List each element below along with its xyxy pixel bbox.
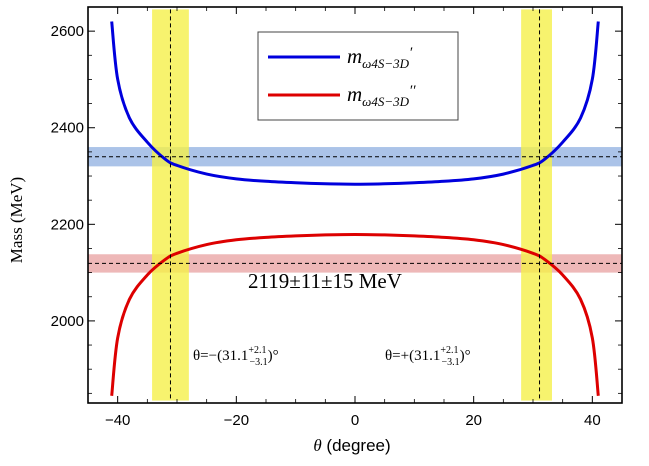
x-axis-label: θ (degree) (313, 436, 390, 455)
ticks-layer: −40 −20 0 20 40 2000 2200 2400 2600 (51, 6, 623, 429)
dashed-lines-layer (88, 9, 622, 401)
theta-left-annotation: θ=−(31.1+2.1 −3.1)° (193, 345, 279, 368)
series-line-0 (110, 21, 600, 186)
x-tick-label: −20 (224, 412, 249, 429)
y-tick-label: 2200 (51, 216, 84, 233)
mass-annotation: 2119±11±15 MeV (248, 269, 402, 293)
y-axis-label: Mass (MeV) (7, 177, 26, 263)
y-tick-label: 2000 (51, 313, 84, 330)
legend: mω4S−3D′ mω4S−3D′′ (257, 31, 459, 121)
x-tick-label: 0 (351, 412, 359, 429)
vertical-band-1 (521, 9, 552, 401)
y-tick-label: 2600 (51, 23, 84, 40)
y-tick-label: 2400 (51, 120, 84, 137)
theta-right-annotation: θ=+(31.1+2.1 −3.1)° (385, 345, 471, 368)
legend-label-red: mω4S−3D′′ (347, 82, 416, 109)
x-tick-label: 20 (465, 412, 482, 429)
x-tick-label: 40 (584, 412, 601, 429)
legend-box (257, 31, 459, 121)
legend-label-blue: mω4S−3D′ (347, 44, 413, 71)
x-tick-label: −40 (105, 412, 130, 429)
